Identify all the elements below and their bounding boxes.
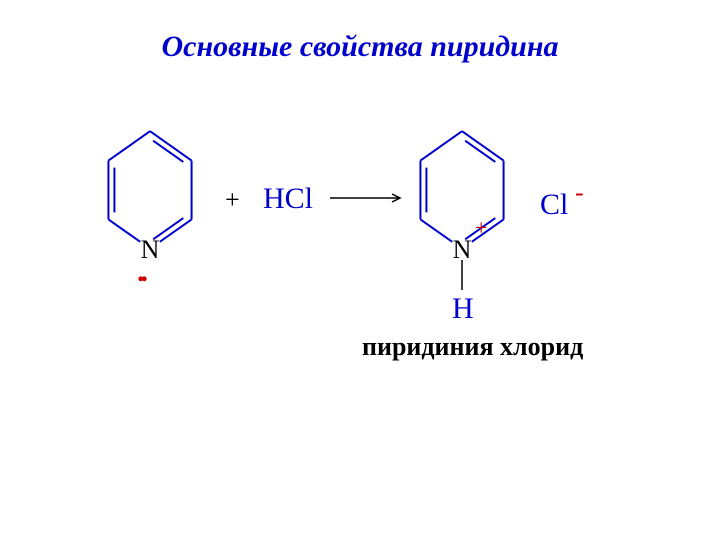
product-name: пиридиния хлорид — [362, 332, 583, 362]
slide: Основные свойства пиридина N N + HCl Cl … — [0, 0, 720, 540]
n-h-bond — [0, 0, 720, 540]
h-atom: H — [452, 292, 474, 326]
